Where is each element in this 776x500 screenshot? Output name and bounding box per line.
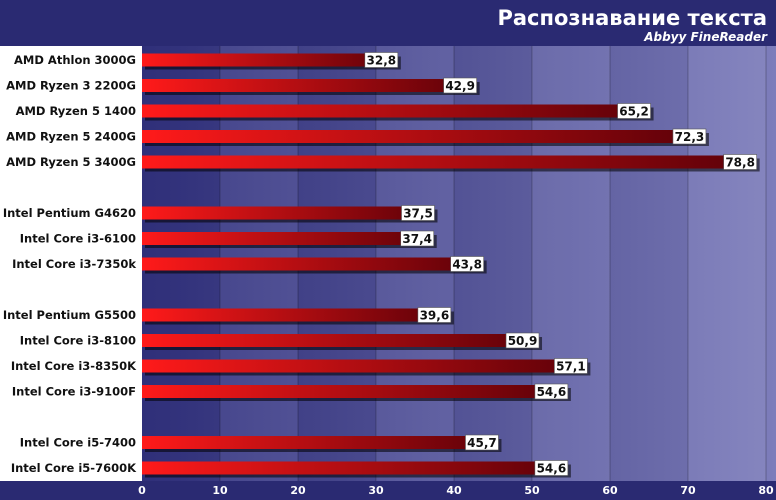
bar xyxy=(142,206,435,220)
value-label-box xyxy=(723,154,757,170)
value-label: 72,3 xyxy=(675,130,705,144)
value-label-box xyxy=(400,230,435,247)
category-label: Intel Core i3-8350K xyxy=(11,359,137,373)
value-label: 50,9 xyxy=(508,334,538,348)
category-label: AMD Ryzen 5 3400G xyxy=(6,155,136,169)
value-label: 37,4 xyxy=(402,232,432,246)
chart-title: Распознавание текста xyxy=(497,6,767,30)
value-label-box xyxy=(554,358,588,374)
value-label: 54,6 xyxy=(537,462,567,476)
bar xyxy=(142,257,484,271)
category-label: Intel Pentium G4620 xyxy=(3,206,136,220)
category-label: Intel Core i3-6100 xyxy=(20,232,136,246)
category-label: Intel Core i3-8100 xyxy=(20,334,136,348)
value-label: 37,5 xyxy=(403,207,433,221)
x-tick-label: 80 xyxy=(758,484,774,497)
value-label-box xyxy=(450,256,484,272)
bar xyxy=(142,79,477,92)
category-label: Intel Core i3-7350k xyxy=(12,257,136,271)
bar xyxy=(142,130,706,143)
category-label: Intel Pentium G5500 xyxy=(3,308,136,322)
value-label: 42,9 xyxy=(445,79,475,93)
value-label: 32,8 xyxy=(367,54,397,68)
x-tick-label: 0 xyxy=(138,484,146,497)
grid-band xyxy=(688,46,766,481)
chart-subtitle: Abbyy FineReader xyxy=(643,30,768,44)
bar xyxy=(142,232,434,245)
x-tick-label: 30 xyxy=(368,484,384,497)
value-label-box xyxy=(401,205,435,221)
value-label: 43,8 xyxy=(452,258,482,272)
x-tick-label: 10 xyxy=(212,484,228,497)
bar xyxy=(142,155,757,169)
category-label-panel xyxy=(0,46,142,481)
value-label-box xyxy=(617,103,651,119)
x-tick-label: 60 xyxy=(602,484,618,497)
category-label: Intel Core i5-7400 xyxy=(20,436,136,450)
bar xyxy=(142,308,451,322)
x-tick-label: 50 xyxy=(524,484,540,497)
value-label-box xyxy=(443,77,477,94)
category-label: AMD Ryzen 5 2400G xyxy=(6,130,136,144)
value-label: 78,8 xyxy=(725,156,755,170)
value-label-box xyxy=(417,307,452,323)
bar xyxy=(142,436,499,449)
value-label: 57,1 xyxy=(556,360,586,374)
x-tick-label: 20 xyxy=(290,484,306,497)
bar xyxy=(142,385,568,398)
x-tick-label: 40 xyxy=(446,484,462,497)
value-label: 54,6 xyxy=(537,385,567,399)
value-label: 39,6 xyxy=(420,309,450,323)
bar xyxy=(142,104,651,118)
category-label: AMD Athlon 3000G xyxy=(14,53,136,67)
bar xyxy=(142,334,540,347)
value-label: 65,2 xyxy=(619,105,649,119)
category-label: AMD Ryzen 5 1400 xyxy=(16,104,136,118)
x-tick-label: 70 xyxy=(680,484,696,497)
value-label-box xyxy=(534,383,569,400)
value-label-box xyxy=(672,128,707,145)
value-label: 45,7 xyxy=(467,436,497,450)
category-label: Intel Core i3-9100F xyxy=(12,385,136,399)
value-label-box xyxy=(534,460,569,476)
value-label-box xyxy=(505,332,540,349)
value-label-box xyxy=(465,434,499,451)
bar xyxy=(142,53,398,67)
category-label: Intel Core i5-7600K xyxy=(11,461,137,475)
bar xyxy=(142,359,588,373)
bar xyxy=(142,461,568,475)
category-label: AMD Ryzen 3 2200G xyxy=(6,79,136,93)
value-label-box xyxy=(364,52,399,68)
